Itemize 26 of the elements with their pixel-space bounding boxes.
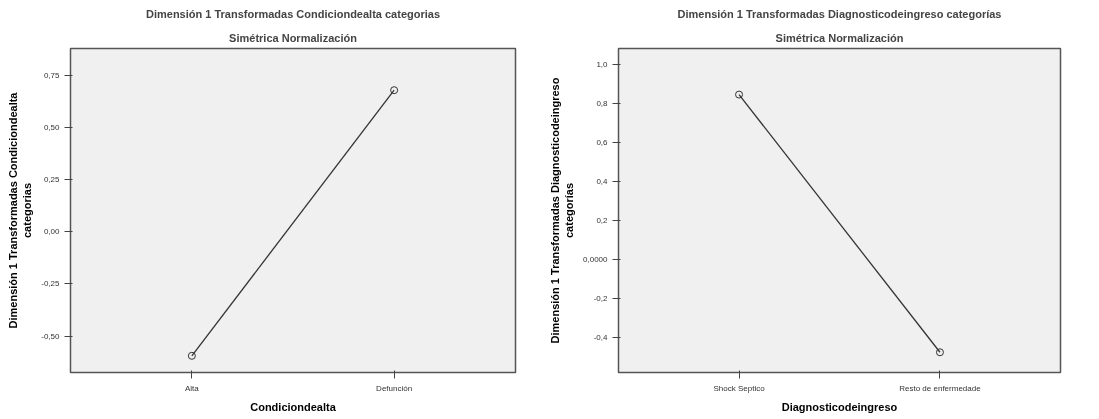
chart-title: Dimensión 1 Transformadas Diagnosticodeingreso categorías bbox=[677, 7, 1002, 20]
y-tick-label: -0,2 bbox=[593, 293, 609, 303]
y-tick-label: 0,00 bbox=[43, 227, 61, 237]
x-axis-title: Diagnosticodeingreso bbox=[781, 400, 898, 413]
x-tick-label: Alta bbox=[184, 383, 200, 393]
y-tick-label: -0,4 bbox=[593, 332, 609, 342]
y-tick-label: 0,50 bbox=[43, 123, 61, 133]
x-tick-label: Resto de enfermedade bbox=[899, 383, 982, 393]
chart-subtitle: Simétrica Normalización bbox=[775, 31, 904, 44]
chart-title: Dimensión 1 Transformadas Condiciondealta categorias bbox=[145, 7, 441, 20]
x-axis-title: Condiciondealta bbox=[250, 400, 337, 413]
y-tick-label: 0,0000 bbox=[583, 254, 609, 264]
x-tick-label: Shock Septico bbox=[713, 383, 766, 393]
y-tick-label: 0,75 bbox=[43, 70, 61, 80]
chart-subtitle: Simétrica Normalización bbox=[229, 31, 358, 44]
y-tick-label: 0,2 bbox=[596, 215, 609, 225]
y-tick-label: 0,8 bbox=[596, 99, 609, 109]
y-axis-title: Dimensión 1 Transformadas Condiciondealta categorias bbox=[6, 91, 34, 329]
y-tick-label: 0,4 bbox=[596, 177, 609, 187]
y-tick-label: -0,25 bbox=[41, 279, 61, 289]
y-axis-title: Dimensión 1 Transformadas Diagnosticodeingreso categorías bbox=[548, 77, 576, 344]
y-tick-label: 0,25 bbox=[43, 175, 61, 185]
y-tick-label: 1,0 bbox=[596, 60, 609, 70]
x-tick-label: Defunción bbox=[376, 383, 413, 393]
y-tick-label: 0,6 bbox=[596, 138, 609, 148]
y-tick-label: -0,50 bbox=[41, 331, 61, 341]
